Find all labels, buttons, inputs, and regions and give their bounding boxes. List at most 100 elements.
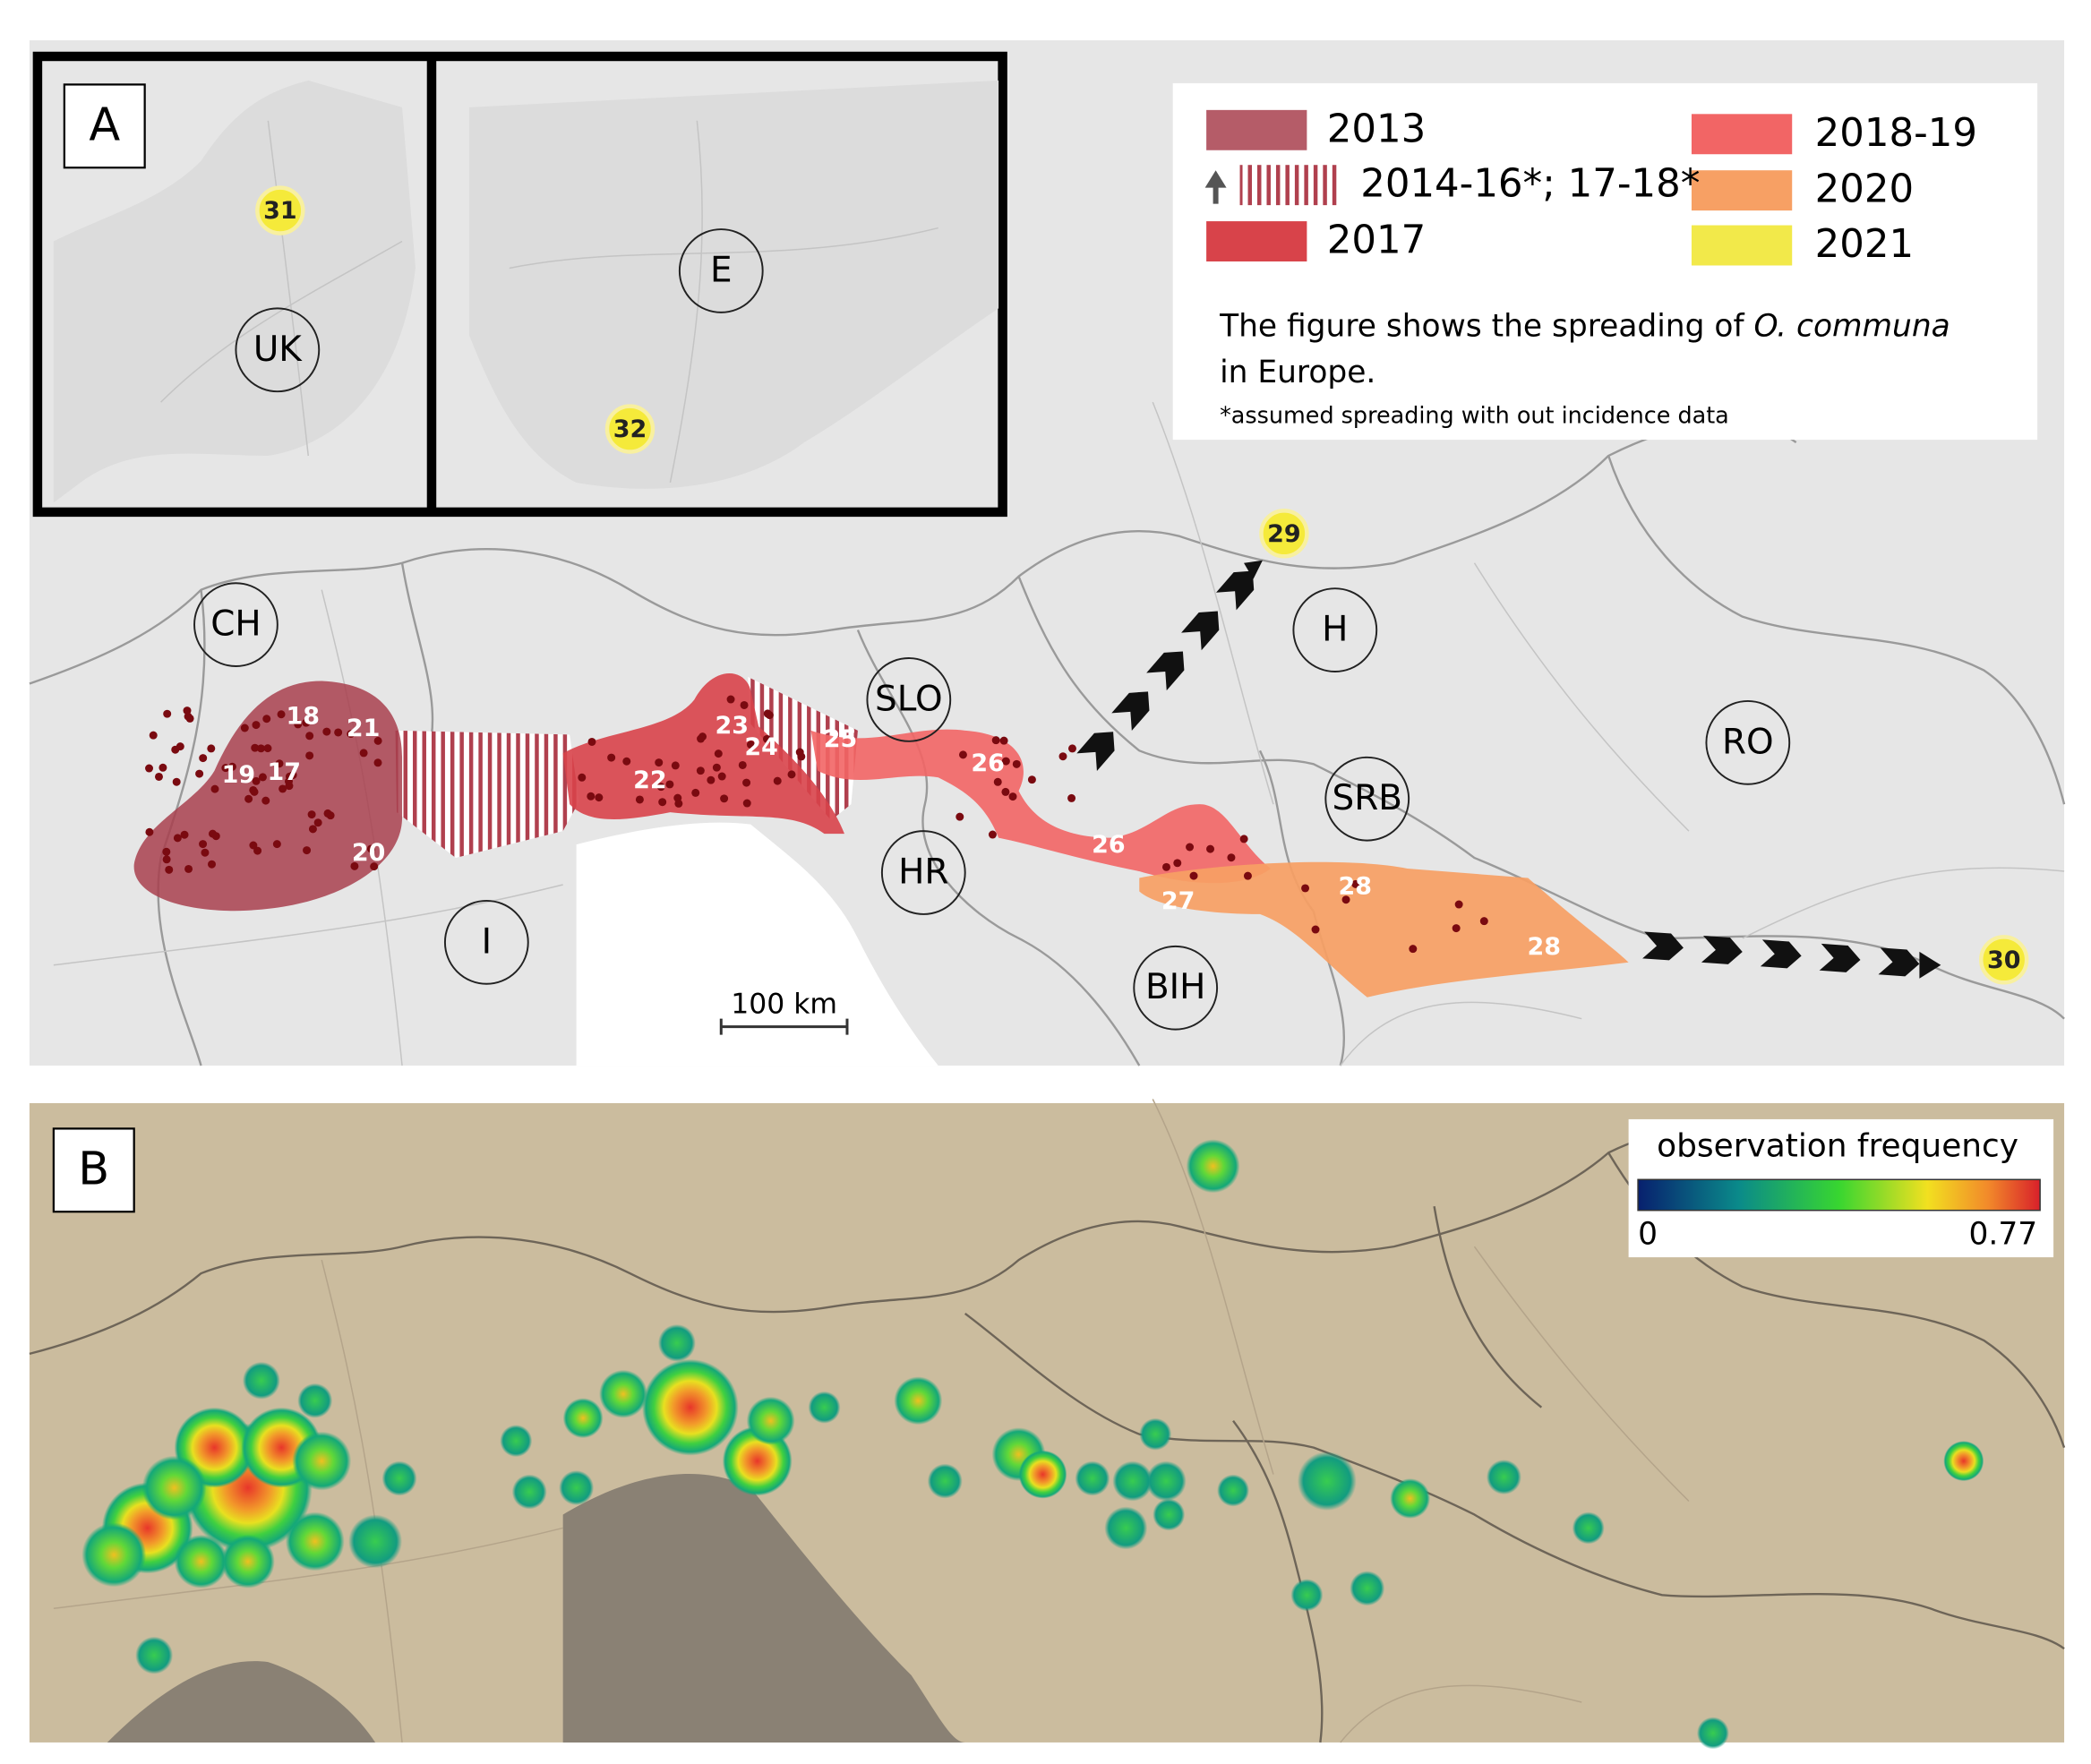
observation-dot: [183, 706, 192, 715]
observation-dot: [956, 812, 964, 821]
observation-dot: [622, 757, 631, 766]
observation-dot: [252, 776, 261, 785]
country-label: CH: [210, 604, 261, 645]
observation-dot: [258, 773, 267, 782]
legend-swatch: [1691, 170, 1793, 211]
observation-dot: [221, 764, 230, 773]
heat-spot: [562, 1398, 604, 1439]
observation-dot: [305, 751, 314, 760]
observation-dot: [714, 749, 723, 758]
observation-dot: [999, 736, 1008, 745]
country-label: E: [710, 250, 733, 290]
observation-dot: [740, 700, 749, 709]
observation-dot: [279, 784, 287, 793]
observation-dot: [256, 744, 265, 753]
observation-dot: [288, 771, 297, 780]
heat-spot: [1696, 1717, 1729, 1750]
observation-dot: [162, 847, 171, 856]
legend-label: 2018-19: [1815, 111, 1977, 156]
observation-dot: [1027, 775, 1036, 784]
site-label: 22: [633, 766, 667, 794]
heat-spot: [348, 1514, 403, 1569]
heat-spot: [1145, 1460, 1187, 1502]
observation-dot: [285, 782, 294, 791]
caption: The figure shows the spreading of O. com…: [1219, 308, 1950, 344]
hatched-area: [395, 730, 579, 859]
observation-dot: [1452, 924, 1461, 933]
legend-label: 2013: [1327, 107, 1426, 151]
heat-spot: [641, 1358, 739, 1456]
site-marker-2021: [255, 185, 305, 235]
observation-dot: [587, 792, 596, 801]
observation-dot: [578, 773, 587, 782]
site-label: 23: [715, 712, 749, 740]
observation-dot: [305, 732, 314, 741]
observation-dot: [712, 763, 721, 772]
heat-spot: [1486, 1460, 1521, 1495]
heat-spot: [1075, 1460, 1110, 1496]
observation-dot: [717, 772, 726, 781]
site-label: 31: [263, 197, 297, 225]
country-circle: [443, 899, 529, 985]
observation-dot: [1351, 879, 1360, 888]
observation-dot: [742, 799, 751, 808]
legend-label: 2021: [1815, 222, 1914, 267]
site-label: 27: [1161, 887, 1195, 915]
observation-dot: [323, 809, 332, 818]
observation-dot: [726, 695, 735, 704]
heat-spot: [1217, 1474, 1250, 1507]
legend-box: [1172, 82, 2038, 441]
caption-species: O. communa: [1754, 308, 1950, 344]
legend-label: 2014-16*; 17-18*: [1360, 162, 1700, 207]
observation-dot: [635, 795, 644, 804]
observation-dot: [587, 737, 596, 746]
observation-dot: [1311, 925, 1320, 934]
country-circle: [1705, 699, 1791, 785]
colorbar-max: 0.77: [1969, 1217, 2038, 1253]
panel-label-box: [52, 1127, 135, 1213]
observation-dot: [208, 860, 216, 869]
observation-dot: [691, 788, 700, 797]
arrow-chevron: [1111, 691, 1150, 732]
inset-uk-land: [53, 80, 416, 503]
observation-dot: [272, 840, 281, 849]
legend-swatch: [1206, 221, 1307, 261]
observation-dot: [252, 721, 261, 730]
observation-dot: [787, 770, 796, 779]
observation-dot: [988, 830, 997, 839]
observation-dot: [697, 734, 706, 743]
observation-dot: [1161, 862, 1170, 871]
observation-dot: [322, 727, 331, 736]
site-label: 25: [824, 725, 858, 753]
observation-dot: [373, 736, 382, 745]
legend-label: 2017: [1327, 218, 1426, 263]
area-2018-19: [810, 729, 1271, 884]
observation-dot: [201, 848, 210, 857]
legend-label: 2020: [1815, 167, 1914, 212]
panel-label: A: [89, 98, 120, 151]
arrow-chevron: [1076, 732, 1115, 771]
heat-spot: [559, 1470, 595, 1506]
observation-dot: [595, 793, 604, 802]
observation-dot: [1058, 752, 1067, 761]
heat-spot: [381, 1460, 417, 1496]
colorbar-title: observation frequency: [1657, 1127, 2018, 1164]
observation-dot: [1001, 757, 1010, 766]
heat-spot: [657, 1323, 696, 1362]
colorbar-min: 0: [1638, 1217, 1658, 1253]
site-label: 18: [287, 702, 321, 730]
observation-dot: [1067, 744, 1076, 753]
arrow-chevron: [1215, 570, 1255, 611]
heat-spot: [894, 1376, 943, 1426]
arrow-chevron: [1819, 943, 1861, 972]
observation-dot: [1173, 859, 1182, 868]
heat-spot: [141, 1455, 207, 1520]
heat-spot: [174, 1534, 228, 1588]
heat-spot: [927, 1463, 963, 1499]
observation-dot: [261, 796, 270, 805]
sea: [107, 1661, 376, 1743]
observation-dot: [199, 754, 208, 763]
country-circle: [678, 228, 764, 313]
observation-dot: [665, 780, 674, 789]
